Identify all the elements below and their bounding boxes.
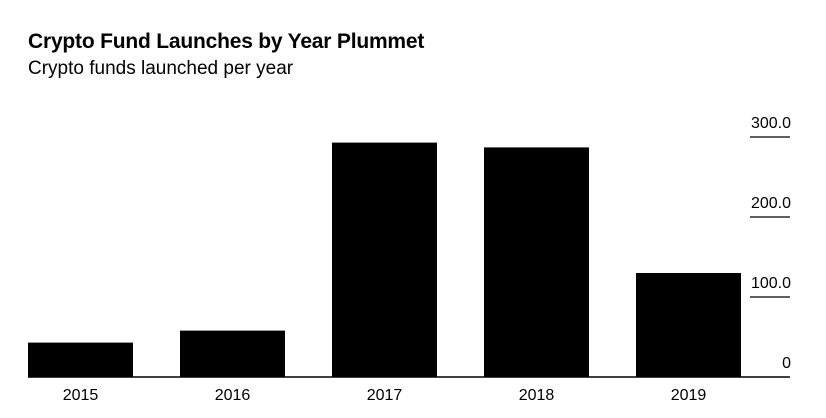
x-tick-label: 2018	[519, 387, 555, 404]
x-tick-label: 2015	[63, 387, 99, 404]
x-axis: 2015 2016 2017 2018 2019	[63, 387, 707, 404]
x-tick-label: 2019	[671, 387, 707, 404]
x-tick-label: 2016	[215, 387, 251, 404]
chart-title: Crypto Fund Launches by Year Plummet	[28, 30, 425, 53]
bar-2019	[636, 273, 741, 377]
y-tick-label: 100.0	[751, 275, 791, 292]
x-tick-label: 2017	[367, 387, 403, 404]
y-axis: 0 100.0 200.0 300.0	[750, 115, 791, 372]
y-tick-label: 0	[782, 355, 791, 372]
bar-2016	[180, 330, 285, 377]
y-tick-label: 200.0	[751, 195, 791, 212]
bars-group	[28, 142, 741, 377]
chart-subtitle: Crypto funds launched per year	[28, 58, 294, 79]
bar-2015	[28, 342, 133, 377]
y-tick-label: 300.0	[751, 115, 791, 132]
bar-2018	[484, 147, 589, 377]
bar-2017	[332, 142, 437, 377]
